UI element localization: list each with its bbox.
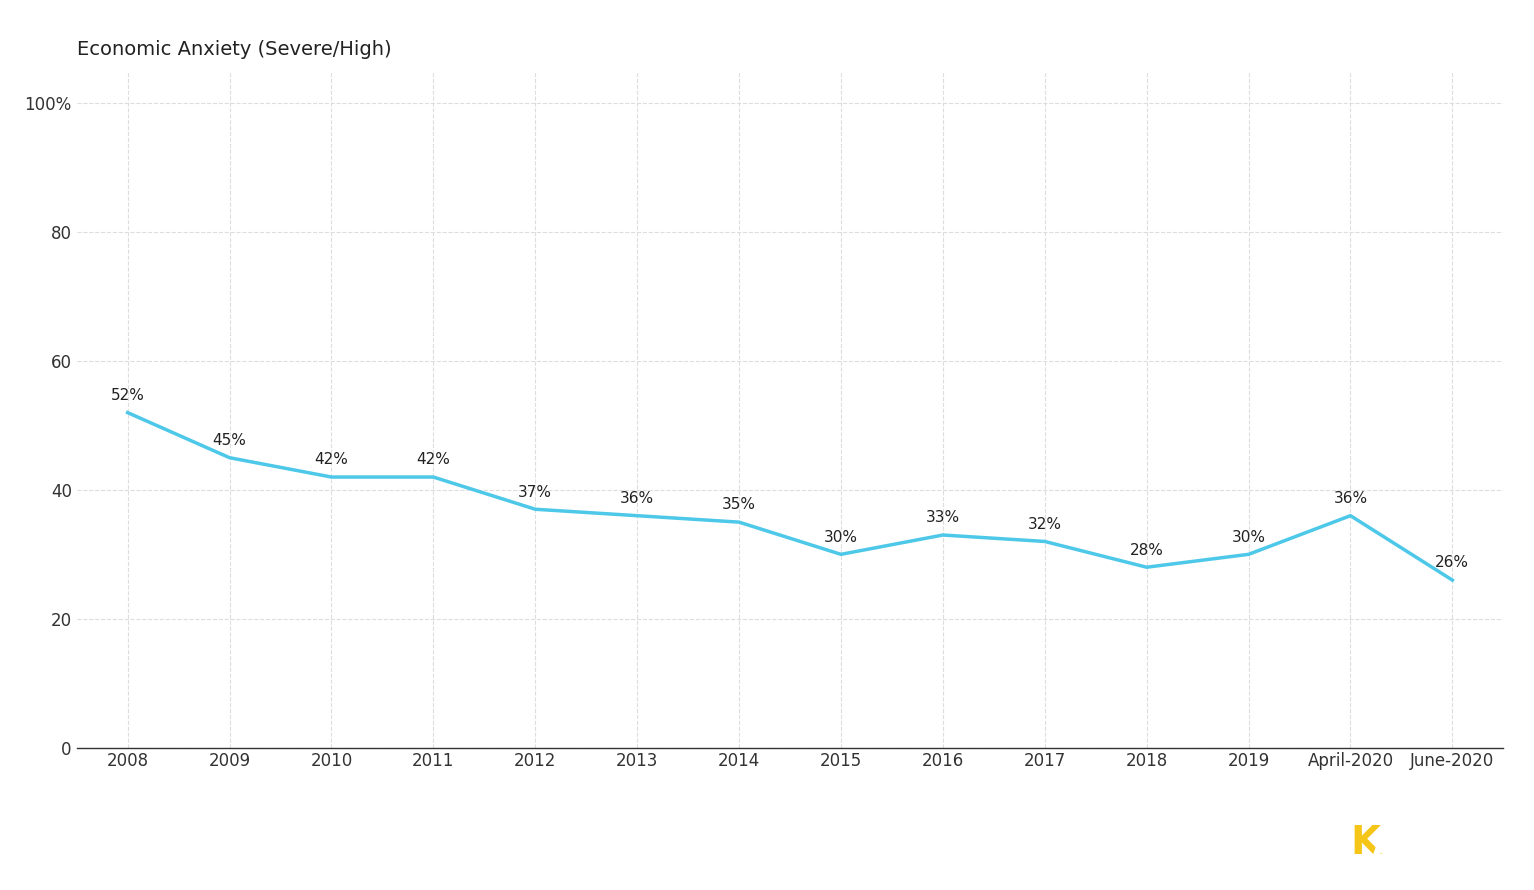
Text: 37%: 37% — [518, 484, 552, 499]
Text: 42%: 42% — [314, 452, 348, 467]
Text: 30%: 30% — [824, 530, 858, 545]
Text: 35%: 35% — [723, 498, 756, 513]
Text: 52%: 52% — [110, 388, 144, 403]
Text: ANTAR: ANTAR — [1373, 824, 1520, 862]
Text: 36%: 36% — [620, 491, 653, 506]
Text: 26%: 26% — [1436, 555, 1470, 570]
Text: K: K — [1350, 824, 1381, 862]
Text: Economic Anxiety (Severe/High): Economic Anxiety (Severe/High) — [77, 39, 391, 59]
Text: 32%: 32% — [1028, 517, 1062, 532]
Text: 42%: 42% — [416, 452, 451, 467]
Text: 30%: 30% — [1232, 530, 1266, 545]
Text: 33%: 33% — [927, 510, 960, 525]
Text: 36%: 36% — [1333, 491, 1367, 506]
Text: 45%: 45% — [213, 433, 247, 448]
Text: 28%: 28% — [1129, 543, 1164, 557]
Text: Source: Kantar U.S. MONITOR: Source: Kantar U.S. MONITOR — [31, 833, 380, 854]
